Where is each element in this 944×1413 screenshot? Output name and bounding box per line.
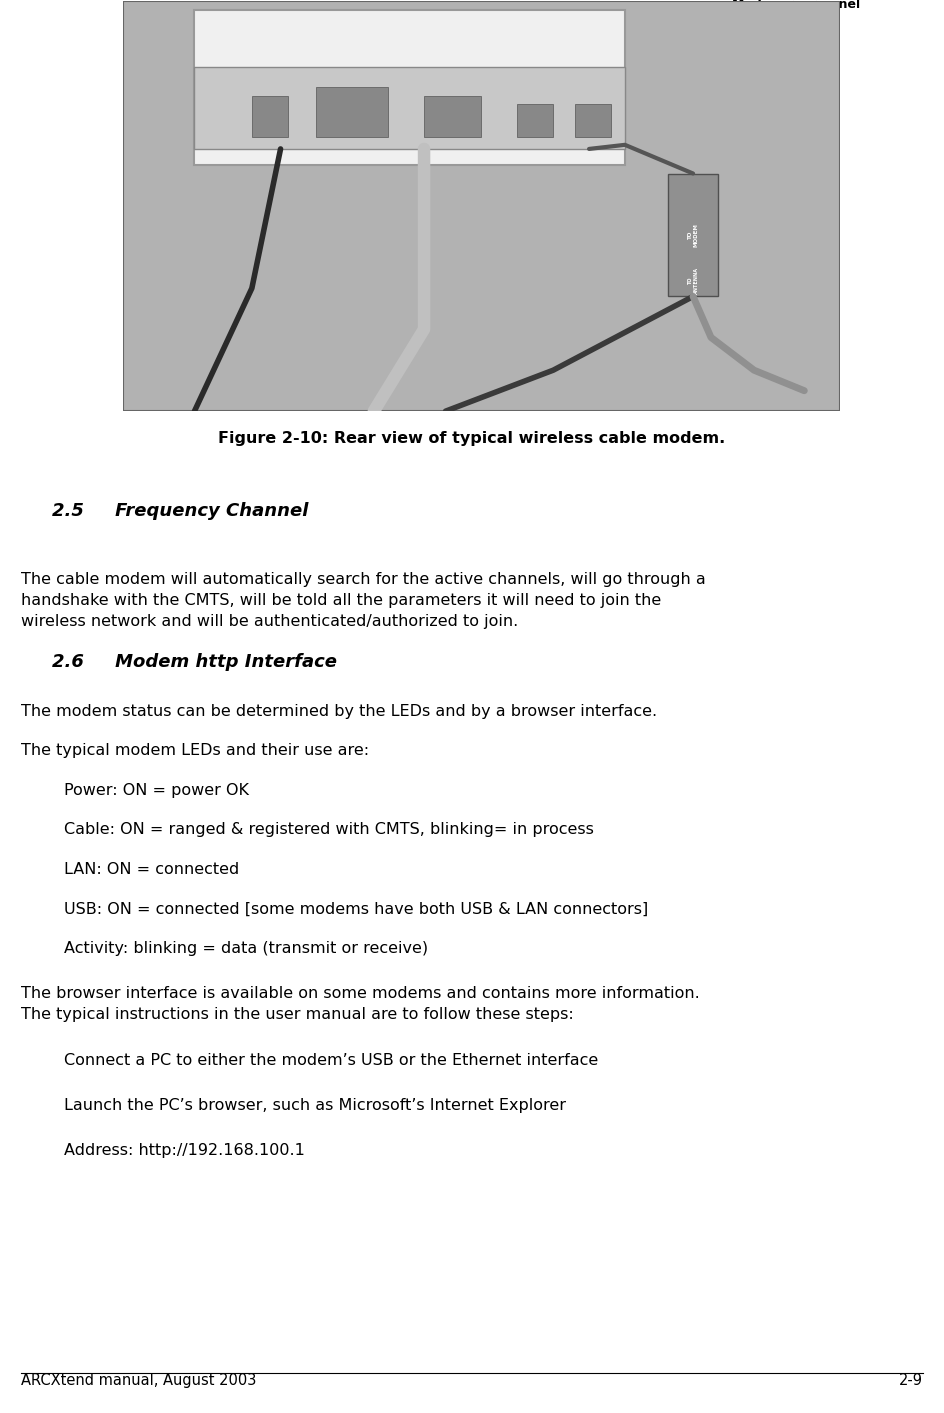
Bar [316,88,388,137]
Text: The browser interface is available on some modems and contains more information.: The browser interface is available on so… [21,986,700,1022]
Text: Cable to AR3155: Cable to AR3155 [684,355,801,391]
Text: 2.5     Frequency Channel: 2.5 Frequency Channel [52,502,309,520]
Text: 2-9: 2-9 [900,1372,923,1388]
Text: Power inserter
power cord: Power inserter power cord [286,322,476,377]
Text: Activity: blinking = data (transmit or receive): Activity: blinking = data (transmit or r… [64,941,429,957]
Text: Modem rear panel: Modem rear panel [616,0,860,31]
Text: The cable modem will automatically search for the active channels, will go throu: The cable modem will automatically searc… [21,572,705,629]
Text: Power: ON = power OK: Power: ON = power OK [64,783,249,798]
Text: Power inserter: Power inserter [700,73,826,153]
Text: Connect a PC to either the modem’s USB or the Ethernet interface: Connect a PC to either the modem’s USB o… [64,1053,598,1068]
Text: Launch the PC’s browser, such as Microsoft’s Internet Explorer: Launch the PC’s browser, such as Microso… [64,1098,566,1113]
Bar [575,103,611,137]
Bar [517,103,553,137]
Text: The modem status can be determined by the LEDs and by a browser interface.: The modem status can be determined by th… [21,704,657,719]
Text: Modem power: Modem power [127,25,261,96]
Text: Figure 2-10: Rear view of typical wireless cable modem.: Figure 2-10: Rear view of typical wirele… [218,431,726,447]
Text: ARCXtend manual, August 2003: ARCXtend manual, August 2003 [21,1372,256,1388]
Text: TO
ANTENNA: TO ANTENNA [687,267,699,294]
Bar [668,174,718,297]
Text: TO
MODEM: TO MODEM [687,223,699,247]
Bar [194,10,625,165]
Bar [194,66,625,148]
Text: Ethernet (LAN) cable: Ethernet (LAN) cable [269,185,418,208]
Text: USB: ON = connected [some modems have both USB & LAN connectors]: USB: ON = connected [some modems have bo… [64,901,649,917]
Text: Address: http://192.168.100.1: Address: http://192.168.100.1 [64,1143,305,1159]
Text: Cable: ON = ranged & registered with CMTS, blinking= in process: Cable: ON = ranged & registered with CMT… [64,822,594,838]
Bar [424,96,481,137]
Bar [252,96,288,137]
Text: LAN: ON = connected: LAN: ON = connected [64,862,240,877]
Text: The typical modem LEDs and their use are:: The typical modem LEDs and their use are… [21,743,369,759]
Text: 2.6     Modem http Interface: 2.6 Modem http Interface [52,653,337,671]
